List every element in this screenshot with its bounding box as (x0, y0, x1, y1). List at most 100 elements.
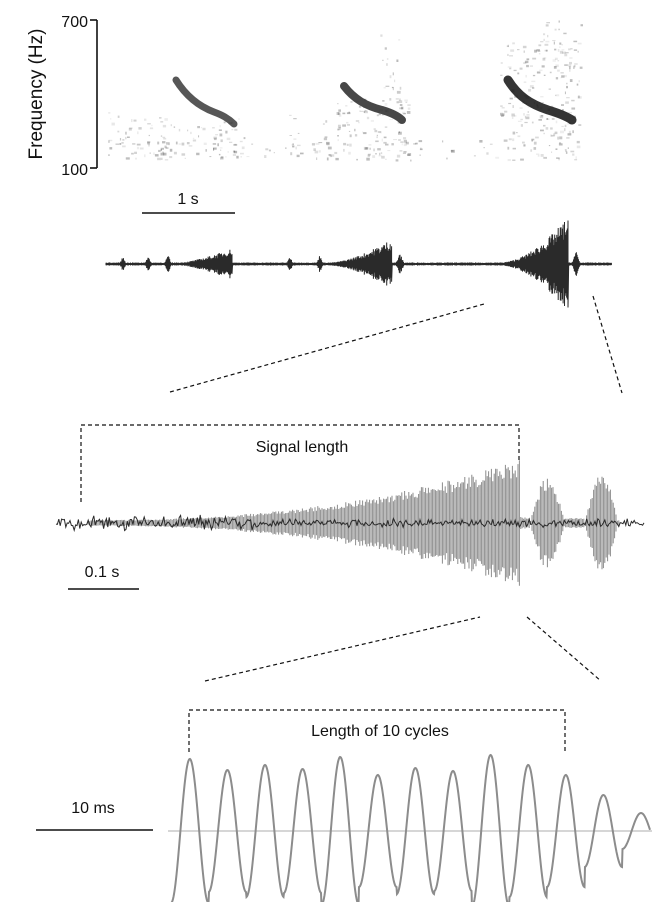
spectrogram-speckle (325, 120, 328, 123)
spectrogram-speckle (555, 94, 560, 97)
spectrogram-speckle (566, 86, 568, 88)
spectrogram-speckle (507, 146, 510, 150)
spectrogram-speckle (567, 64, 572, 67)
spectrogram-speckle (512, 159, 516, 161)
spectrogram-speckle (337, 139, 339, 142)
spectrogram-speckle (161, 157, 163, 160)
spectrogram-speckle (376, 114, 379, 117)
spectrogram-speckle (362, 131, 364, 134)
spectrogram-speckle (541, 65, 545, 68)
spectrogram-speckle (385, 143, 389, 146)
frequency-axis-label: Frequency (Hz) (26, 29, 47, 160)
spectrogram-speckle (290, 152, 293, 156)
spectrogram-speckle (531, 139, 533, 142)
spectrogram-speckle (377, 131, 381, 133)
cycles-length-label: Length of 10 cycles (311, 723, 449, 740)
spectrogram-speckle (564, 53, 568, 57)
spectrogram-speckle (160, 135, 163, 137)
spectrogram-speckle (354, 134, 358, 137)
spectrogram-speckle (386, 58, 389, 60)
overview-waveform (105, 220, 612, 308)
spectrogram-speckle (473, 155, 476, 157)
spectrogram-speckle (196, 152, 200, 156)
spectrogram-speckle (137, 131, 139, 135)
spectrogram-speckle (544, 43, 549, 46)
spectrogram-speckle (241, 146, 245, 150)
spectrogram-speckle (149, 152, 151, 154)
spectrogram-speckle (511, 116, 514, 119)
spectrogram-speckle (519, 67, 523, 70)
spectrogram-speckle (367, 154, 370, 157)
spectrogram-speckle (380, 152, 383, 155)
spectrogram-speckle (509, 55, 513, 57)
spectrogram-speckle (369, 147, 371, 150)
spectrogram-speckle (178, 128, 181, 132)
spectrogram-speckle (557, 60, 560, 62)
spectrogram-speckle (558, 20, 560, 23)
spectrogram-speckle (568, 130, 571, 134)
spectrogram-speckle (532, 57, 537, 60)
spectrogram-speckle (349, 143, 352, 147)
spectrogram-speckle (529, 65, 533, 67)
spectrogram-speckle (559, 142, 562, 144)
spectrogram-speckle (348, 151, 351, 155)
spectrogram-speckle (133, 119, 137, 122)
zoom-guide-right-upper (592, 295, 623, 394)
spectrogram-speckle (384, 103, 388, 106)
spectrogram-speckle (134, 151, 137, 154)
spectrogram-speckle (184, 157, 186, 159)
spectrogram-speckle (577, 95, 580, 99)
spectrogram-speckle (562, 51, 566, 54)
spectrogram-speckle (559, 46, 561, 48)
spectrogram-speckle (378, 113, 381, 116)
spectrogram-speckle (349, 134, 352, 138)
spectrogram-speckle (296, 154, 300, 158)
spectrogram-speckle (561, 104, 564, 106)
spectrogram-speckle (576, 83, 579, 86)
spectrogram-speckle (297, 144, 301, 147)
spectrogram-speckle (322, 123, 325, 125)
spectrogram-speckle (385, 85, 390, 87)
spectrogram-speckle (132, 143, 136, 145)
spectrogram-speckle (546, 118, 550, 120)
spectrogram-speckle (316, 157, 318, 160)
spectrogram-speckle (119, 138, 122, 141)
spectrogram-speckle (164, 118, 168, 121)
spectrogram-speckle (486, 152, 489, 155)
spectrogram-speckle (169, 148, 173, 152)
spectrogram-speckle (345, 105, 348, 107)
spectrogram-speckle (573, 49, 578, 51)
spectrogram-speckle (396, 90, 401, 93)
spectrogram-speckle (555, 120, 558, 124)
spectrogram-speckle (500, 62, 503, 64)
spectrogram-speckle (377, 148, 381, 151)
spectrogram-speckle (368, 144, 372, 146)
spectrogram-speckle (398, 131, 400, 133)
spectrogram-speckle (547, 34, 549, 38)
spectrogram-speckle (566, 85, 568, 89)
spectrogram-speckle (573, 65, 576, 68)
spectrogram-speckle (503, 139, 508, 142)
spectrogram-speckle (219, 125, 221, 128)
spectrogram-speckle (398, 39, 401, 41)
spectrogram-speckle (214, 138, 217, 141)
spectrogram-speckle (542, 57, 546, 61)
spectrogram-speckle (167, 143, 170, 146)
spectrogram-speckle (415, 142, 418, 145)
spectrogram-speckle (407, 104, 411, 106)
spectrogram-speckle (331, 154, 335, 157)
spectrogram-speckle (564, 128, 566, 132)
spectrogram-speckle (337, 135, 339, 137)
spectrogram-speckle (128, 127, 132, 131)
spectrogram-speckle (367, 153, 371, 156)
spectrogram-speckle (574, 159, 578, 161)
spectrogram-speckle (376, 134, 378, 137)
spectrogram-speckle (403, 143, 407, 147)
zoomed-signal-panel: Signal length 0.1 s (55, 424, 645, 682)
spectrogram-speckle (552, 59, 556, 62)
spectrogram-speckle (523, 62, 527, 64)
spectrogram-speckle (535, 136, 539, 139)
spectrogram-speckle (240, 152, 244, 155)
spectrogram-speckle (338, 124, 341, 126)
spectrogram-speckle (164, 159, 169, 161)
